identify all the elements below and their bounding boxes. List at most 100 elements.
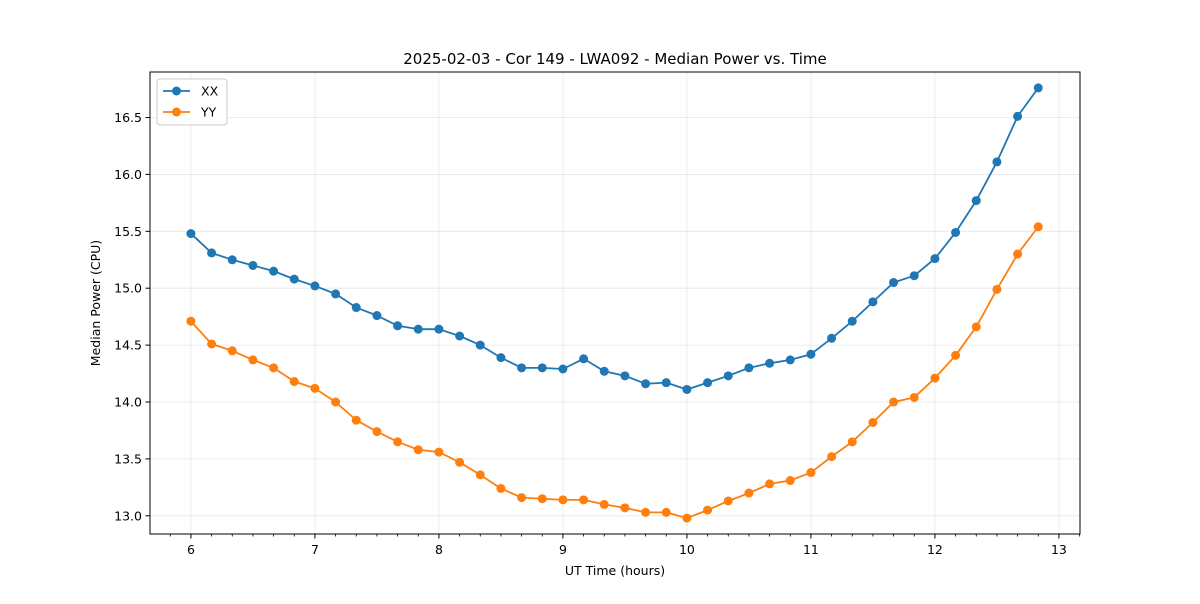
data-point-xx [827, 333, 837, 343]
x-tick-label: 9 [559, 542, 567, 557]
data-point-yy [393, 437, 403, 447]
x-tick-label: 13 [1051, 542, 1067, 557]
data-point-yy [682, 513, 692, 523]
plot-area-frame [149, 71, 1081, 535]
data-point-xx [227, 255, 237, 265]
data-point-xx [248, 260, 258, 270]
series-layer [186, 83, 1043, 523]
data-point-yy [744, 488, 754, 498]
data-point-yy [579, 495, 589, 505]
data-point-xx [909, 271, 919, 281]
x-axis-label: UT Time (hours) [565, 563, 665, 578]
x-tick-label: 8 [435, 542, 443, 557]
data-point-yy [847, 437, 857, 447]
data-point-xx [475, 340, 485, 350]
data-point-yy [1013, 249, 1023, 259]
y-tick-label: 13.5 [114, 451, 142, 466]
y-tick-label: 16.0 [114, 167, 142, 182]
data-point-xx [413, 324, 423, 334]
data-point-yy [372, 427, 382, 437]
data-point-yy [558, 495, 568, 505]
data-point-xx [765, 358, 775, 368]
data-point-xx [599, 366, 609, 376]
y-tick-label: 14.0 [114, 395, 142, 410]
data-point-xx [703, 378, 713, 388]
data-point-xx [971, 196, 981, 206]
data-point-xx [351, 303, 361, 313]
data-point-yy [992, 284, 1002, 294]
data-point-yy [248, 355, 258, 365]
data-point-yy [537, 494, 547, 504]
data-point-yy [930, 373, 940, 383]
legend-marker-xx [172, 86, 181, 96]
data-point-yy [289, 377, 299, 387]
data-point-yy [765, 479, 775, 489]
data-point-yy [971, 322, 981, 332]
data-point-yy [351, 415, 361, 425]
x-tick-label: 10 [679, 542, 695, 557]
y-tick-label: 14.5 [114, 338, 142, 353]
data-point-yy [455, 457, 465, 467]
data-point-xx [269, 266, 279, 276]
data-point-xx [186, 229, 196, 239]
data-point-yy [331, 397, 341, 407]
data-point-yy [517, 493, 527, 503]
data-point-xx [620, 371, 630, 381]
data-point-yy [806, 468, 816, 478]
data-point-yy [723, 496, 733, 506]
data-point-xx [992, 157, 1002, 167]
y-tick-label: 16.5 [114, 110, 142, 125]
data-point-yy [785, 476, 795, 486]
x-tick-label: 7 [311, 542, 319, 557]
data-point-xx [537, 363, 547, 373]
data-point-yy [186, 316, 196, 326]
data-point-yy [703, 505, 713, 515]
data-point-yy [434, 447, 444, 457]
x-tick-label: 6 [187, 542, 195, 557]
legend-marker-yy [172, 107, 181, 117]
data-point-xx [744, 363, 754, 373]
data-point-yy [661, 507, 671, 517]
data-point-yy [951, 350, 961, 360]
tick-layer: 6 7 8 9 10 11 12 13 13.0 13.5 14.0 14.5 15.0 15.5 16.0… [114, 110, 1080, 557]
x-tick-label: 11 [803, 542, 819, 557]
legend-label-xx: XX [201, 84, 219, 99]
y-axis-label: Median Power (CPU) [88, 240, 103, 366]
grid-layer [150, 72, 1080, 534]
data-point-xx [372, 311, 382, 321]
data-point-xx [517, 363, 527, 373]
data-point-yy [827, 452, 837, 462]
data-point-yy [269, 363, 279, 373]
data-point-xx [310, 281, 320, 291]
data-point-yy [413, 445, 423, 455]
data-point-xx [289, 274, 299, 284]
data-point-yy [868, 417, 878, 427]
data-point-yy [496, 483, 506, 493]
data-point-xx [868, 297, 878, 307]
data-point-xx [723, 371, 733, 381]
data-point-yy [207, 339, 217, 349]
data-point-xx [579, 354, 589, 364]
x-tick-label: 12 [927, 542, 943, 557]
data-point-yy [475, 470, 485, 480]
y-tick-label: 15.0 [114, 281, 142, 296]
data-point-xx [331, 289, 341, 299]
data-point-xx [785, 355, 795, 365]
data-point-xx [496, 353, 506, 363]
data-point-yy [310, 383, 320, 393]
data-point-xx [393, 321, 403, 331]
data-point-xx [889, 278, 899, 288]
data-point-xx [682, 384, 692, 394]
y-tick-label: 15.5 [114, 224, 142, 239]
data-point-yy [620, 503, 630, 513]
legend: XX YY [156, 78, 228, 126]
data-point-yy [599, 499, 609, 509]
data-point-xx [455, 331, 465, 341]
data-point-xx [930, 254, 940, 264]
data-point-xx [847, 316, 857, 326]
data-point-yy [641, 507, 651, 517]
data-point-yy [889, 397, 899, 407]
data-point-xx [558, 364, 568, 374]
chart-title: 2025-02-03 - Cor 149 - LWA092 - Median P… [403, 50, 827, 68]
